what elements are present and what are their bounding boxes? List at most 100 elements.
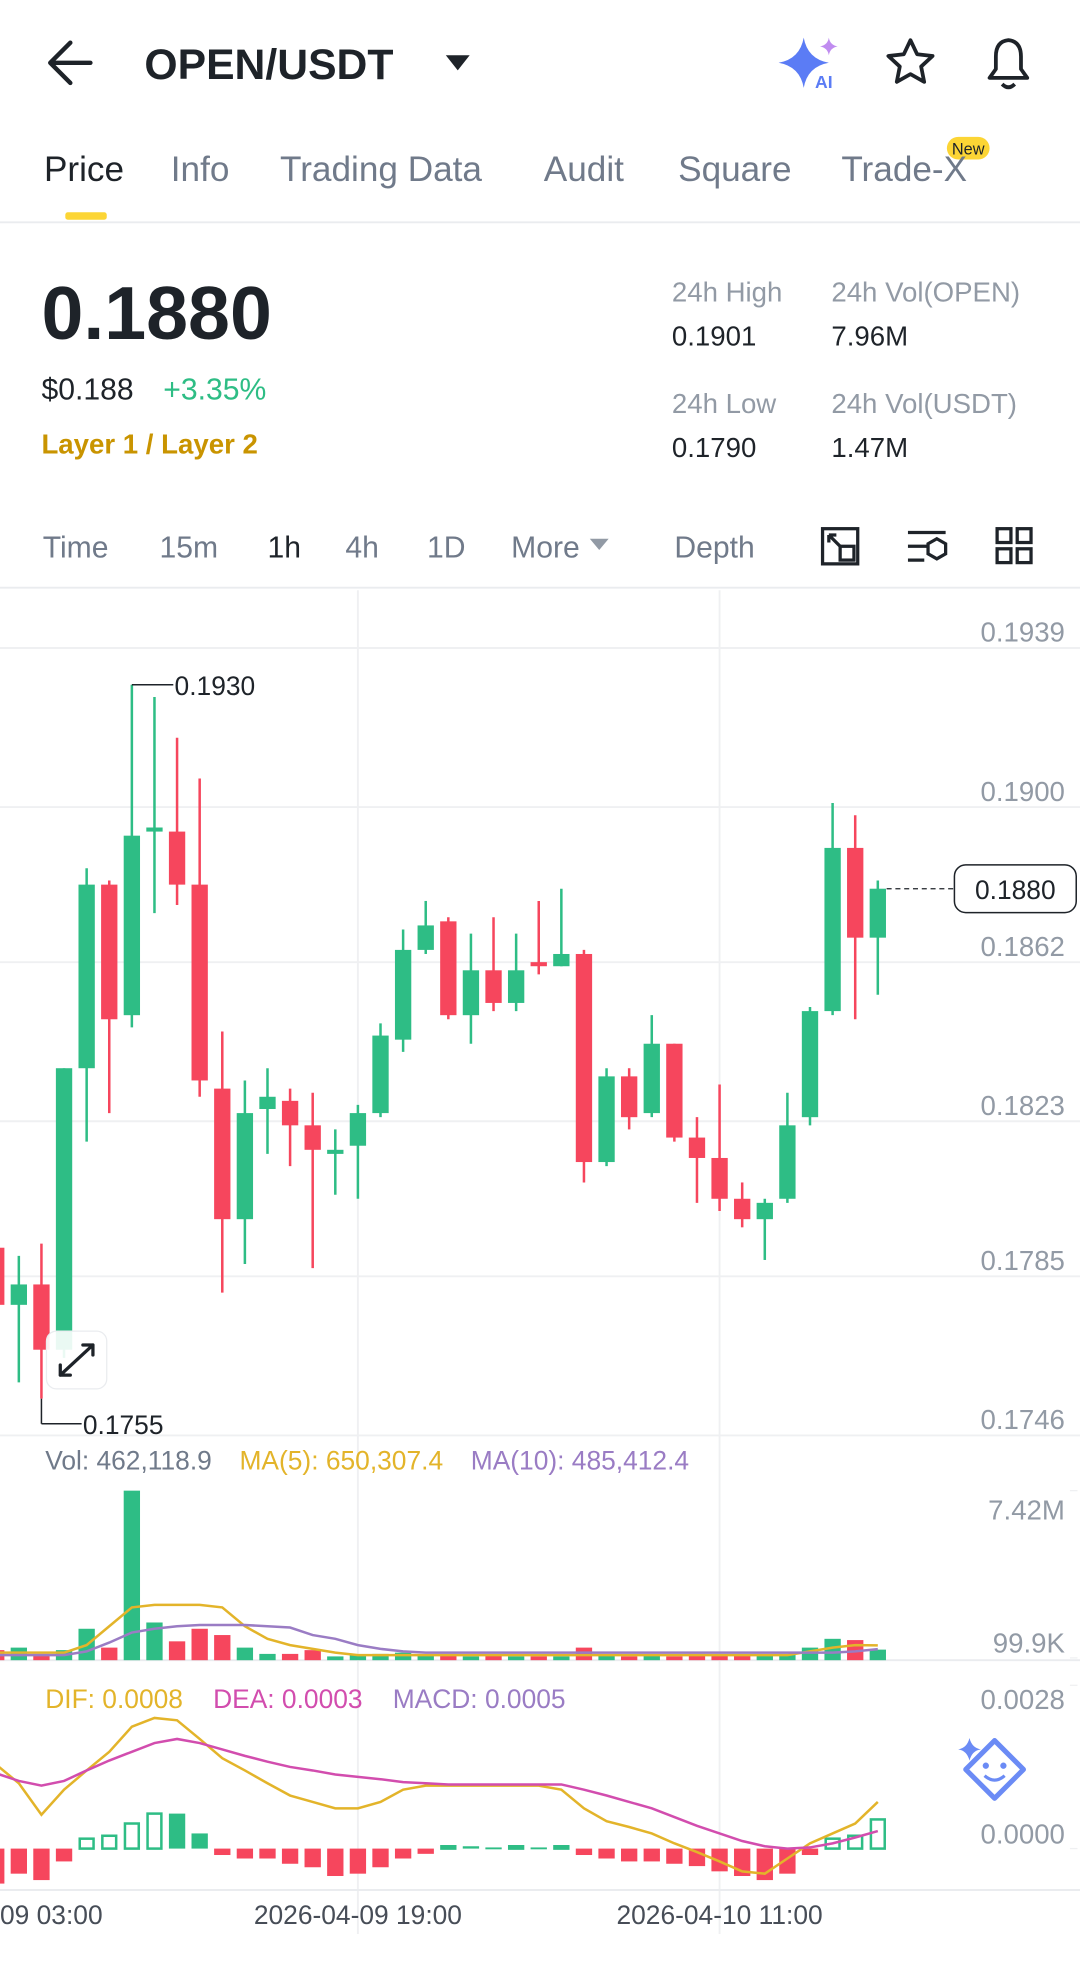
- candle-body: [440, 921, 457, 1016]
- candle-body: [779, 1125, 796, 1199]
- y-tick-label: 0.0028: [980, 1684, 1064, 1715]
- macd-bar: [621, 1848, 638, 1862]
- x-tick-label: 2026-04-09 19:00: [254, 1900, 462, 1930]
- volume-bar: [10, 1647, 27, 1661]
- indicator-line: [0, 1737, 879, 1850]
- candle-body: [869, 888, 886, 938]
- ma-legend: MA(5): 650,307.4: [239, 1445, 443, 1475]
- interval-option[interactable]: 1D: [427, 532, 466, 565]
- macd-legend: DIF: 0.0008: [45, 1684, 183, 1714]
- ai-label: AI: [815, 72, 833, 92]
- tab[interactable]: Price: [44, 150, 124, 189]
- macd-legend: MACD: 0.0005: [393, 1684, 566, 1714]
- icon-cell: [995, 527, 1013, 545]
- candle-body: [191, 884, 208, 1081]
- y-tick-label: 0.1939: [980, 617, 1064, 648]
- candle-body: [259, 1096, 276, 1110]
- candle-body: [756, 1202, 773, 1220]
- icon-arrow: [827, 533, 843, 549]
- candle-body: [214, 1088, 231, 1220]
- macd-bar: [236, 1848, 254, 1859]
- tab[interactable]: Audit: [544, 150, 624, 189]
- indicator-line: [0, 1623, 878, 1657]
- macd-bar: [349, 1848, 367, 1874]
- interval-option[interactable]: 1h: [267, 532, 301, 565]
- tab[interactable]: Trade-X: [841, 150, 967, 189]
- macd-bar: [10, 1848, 27, 1874]
- interval-option[interactable]: 15m: [159, 532, 218, 565]
- macd-bar: [101, 1834, 118, 1850]
- macd-bar: [869, 1818, 886, 1850]
- volume-bar: [530, 1656, 547, 1661]
- interval-option[interactable]: Depth: [674, 532, 754, 565]
- sector-tag[interactable]: Layer 1 / Layer 2: [41, 428, 257, 459]
- candle-body: [417, 925, 434, 950]
- bell: [987, 38, 1030, 80]
- ma-legend: MA(10): 485,412.4: [471, 1445, 689, 1475]
- candle-body: [688, 1137, 706, 1158]
- stat-value: 7.96M: [831, 320, 908, 351]
- volume-bar: [33, 1653, 50, 1661]
- volume-legend: Vol: 462,118.9: [45, 1445, 212, 1475]
- candle-body: [349, 1113, 367, 1146]
- candle-body: [553, 953, 570, 967]
- volume-bar: [168, 1641, 186, 1661]
- y-tick-label: 0.1823: [980, 1090, 1064, 1121]
- candle-body: [168, 831, 186, 885]
- stat-label: 24h Vol(USDT): [831, 388, 1017, 419]
- current-price-label: 0.1880: [975, 875, 1056, 905]
- pair-dropdown[interactable]: [445, 55, 470, 71]
- macd-bar: [643, 1848, 660, 1862]
- charts: 0.1939 0.1900 0.1862 0.1823 0.1785 0.1746 09 0…: [0, 590, 1080, 1934]
- macd-bar: [394, 1848, 412, 1859]
- macd-bar: [417, 1848, 434, 1854]
- settings-icon[interactable]: [907, 530, 948, 562]
- candle-body: [621, 1076, 638, 1118]
- macd-bar: [666, 1848, 683, 1864]
- macd-bar: [575, 1848, 593, 1856]
- volume-bar: [824, 1638, 841, 1661]
- bell-clapper: [1000, 82, 1017, 90]
- new-badge: [946, 136, 990, 160]
- pair-title[interactable]: OPEN/USDT: [144, 41, 393, 89]
- macd-bar: [304, 1848, 321, 1868]
- assistant-body: [963, 1738, 1027, 1801]
- candle-body: [78, 884, 95, 1069]
- volume-bar: [394, 1652, 412, 1661]
- volume-bar: [621, 1656, 638, 1661]
- macd-bar: [462, 1846, 480, 1849]
- macd-bar: [0, 1848, 5, 1884]
- stat-value: 0.1901: [672, 320, 756, 351]
- icon-hex: [926, 536, 948, 561]
- interval-option[interactable]: 4h: [345, 532, 379, 565]
- candle-body: [327, 1149, 344, 1154]
- y-tick-label: 0.1785: [980, 1245, 1064, 1276]
- macd-bar: [711, 1848, 728, 1872]
- volume-bar: [440, 1653, 457, 1661]
- volume-bar: [123, 1490, 141, 1661]
- alert-button[interactable]: [987, 38, 1030, 90]
- macd-bar: [507, 1845, 525, 1850]
- tab[interactable]: Trading Data: [280, 150, 482, 189]
- indicator-icon[interactable]: [820, 527, 860, 566]
- fullscreen-button[interactable]: [45, 1330, 108, 1390]
- interval-option[interactable]: More: [511, 532, 580, 565]
- tab[interactable]: Square: [678, 150, 791, 189]
- volume-bar: [417, 1655, 434, 1661]
- stat-label: 24h Vol(OPEN): [831, 276, 1020, 307]
- y-tick-label: 0.1862: [980, 931, 1064, 962]
- candle-body: [10, 1284, 27, 1305]
- max-label: 0.1930: [175, 671, 256, 701]
- favorite-button[interactable]: [886, 38, 935, 84]
- volume-bar: [507, 1656, 525, 1661]
- layout-icon[interactable]: [995, 527, 1033, 565]
- interval-option[interactable]: Time: [43, 532, 109, 565]
- volume-bar: [304, 1650, 321, 1661]
- back-button[interactable]: [48, 40, 93, 86]
- tab[interactable]: Info: [171, 150, 230, 189]
- macd-bar: [214, 1848, 231, 1856]
- ai-button[interactable]: AI: [778, 37, 838, 92]
- assistant-button[interactable]: [958, 1738, 1027, 1801]
